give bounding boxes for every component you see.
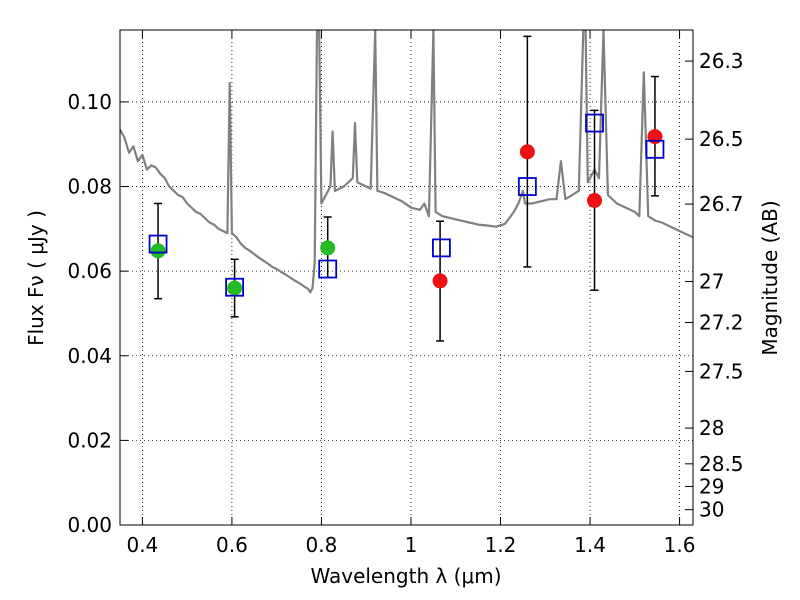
x-tick-label: 0.4 [126, 533, 158, 557]
y2-tick-label: 26.7 [699, 192, 744, 216]
model-point [645, 139, 665, 159]
x-tick-label: 0.8 [306, 533, 338, 557]
plot-border [119, 29, 694, 526]
x-axis-title: Wavelength λ (μm) [310, 564, 501, 588]
observed-point [587, 193, 603, 208]
model-point [517, 177, 537, 196]
y-tick-label: 0.00 [67, 513, 112, 537]
model-points [148, 113, 665, 297]
observed-point [150, 243, 166, 259]
x-tick-label: 1 [405, 533, 418, 557]
y-tick-label: 0.02 [67, 428, 112, 452]
y-tick-label: 0.06 [67, 259, 112, 283]
observed-points [150, 129, 663, 296]
model-point [432, 238, 451, 258]
x-tick-label: 1.2 [485, 533, 517, 557]
y2-tick-label: 29 [699, 474, 724, 498]
model-point [225, 277, 245, 297]
y2-tick-label: 27 [699, 270, 724, 294]
x-tick-label: 0.6 [216, 533, 248, 557]
observed-point [647, 129, 663, 145]
y2-tick-label: 26.5 [699, 127, 744, 151]
grid-lines [120, 30, 693, 526]
model-point [318, 259, 338, 279]
y-tick-label: 0.08 [67, 175, 112, 199]
y-tick-label: 0.10 [67, 90, 112, 114]
y2-tick-label: 28 [699, 416, 724, 440]
observed-point [227, 280, 243, 296]
model-point [585, 113, 604, 133]
observed-point [432, 273, 448, 289]
spectrum-line [120, 30, 693, 294]
x-tick-label: 1.4 [574, 533, 606, 557]
y2-tick-label: 27.5 [699, 359, 744, 383]
plot-area [120, 30, 693, 525]
plot-frame [120, 30, 693, 525]
y2-axis-title: Magnitude (AB) [758, 200, 782, 355]
observed-point [320, 240, 336, 256]
x-axis-ticks: 0.4 0.6 0.8 1 1.2 1.4 1.6 [126, 30, 695, 557]
y2-tick-label: 28.5 [699, 452, 744, 476]
y2-tick-label: 30 [699, 498, 724, 522]
observed-point [519, 144, 535, 160]
model-point [148, 234, 168, 254]
y2-tick-label: 26.3 [699, 49, 744, 73]
model-spectrum [120, 30, 693, 294]
x-tick-label: 1.6 [664, 533, 696, 557]
y-axis-title: Flux Fν ( μJy ) [24, 210, 48, 346]
y2-tick-label: 27.2 [699, 311, 744, 335]
y-tick-label: 0.04 [67, 344, 112, 368]
y-axis-ticks: 0.00 0.02 0.04 0.06 0.08 0.10 [67, 90, 128, 537]
